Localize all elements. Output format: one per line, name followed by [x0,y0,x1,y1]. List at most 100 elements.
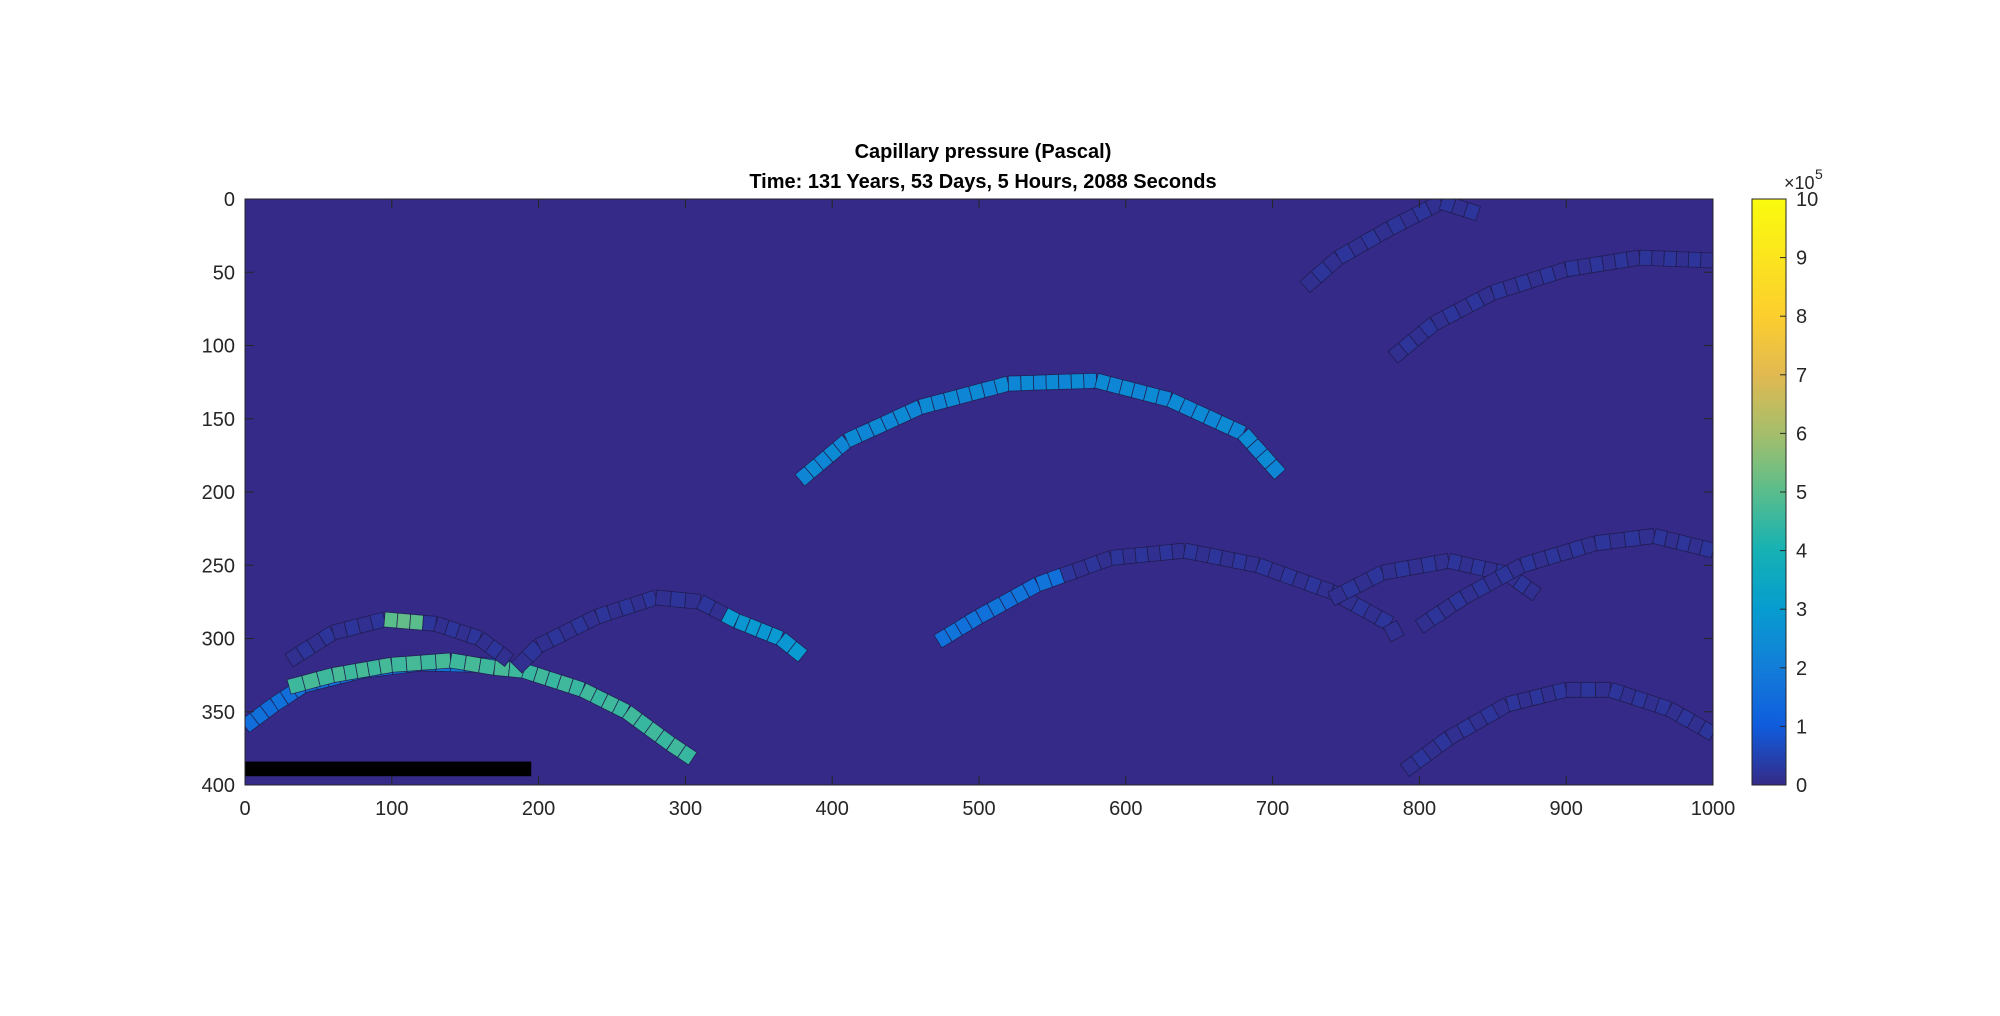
fracture-cell [581,609,602,630]
chart-subtitle: Time: 131 Years, 53 Days, 5 Hours, 2088 … [749,171,1216,193]
fracture-cell [1095,550,1115,570]
fracture-cell [1424,199,1446,216]
fracture-cell [1687,251,1702,268]
fracture-cell [1700,252,1713,269]
x-tick-label: 400 [816,798,849,820]
fracture-cell [1365,565,1387,587]
fracture-cell [1580,681,1596,698]
fracture-cell [1638,249,1653,267]
fracture [1399,681,1713,777]
fracture-cell [993,375,1011,395]
fracture-cell [1020,374,1035,392]
fracture-cell [1146,545,1162,563]
colorbar-tick-label: 1 [1796,716,1807,738]
fracture-cell [396,612,412,630]
fracture-cell [677,744,698,766]
chart-title: Capillary pressure (Pascal) [855,141,1112,163]
fracture-cell [1021,577,1042,598]
fracture-cell [568,678,586,698]
fracture-cell [1697,720,1713,741]
x-tick-label: 200 [522,798,555,820]
fracture-cell [316,667,336,687]
colorbar-tick-label: 4 [1796,541,1807,563]
fracture-cell [1158,543,1174,561]
colorbar-tick-label: 8 [1796,306,1807,328]
fracture-cell [390,655,408,673]
x-axis: 0 100 200 300 400 500 600 700 800 900 1000 [239,199,1735,820]
y-tick-label: 200 [202,482,235,504]
fracture-cell [1565,681,1582,698]
x-tick-label: 700 [1256,798,1289,820]
fracture [286,652,526,695]
fracture [1414,528,1713,634]
fracture-cell [1447,590,1469,612]
fracture-cell [1522,581,1542,602]
fracture-cell [1491,697,1512,719]
y-tick-label: 150 [202,409,235,431]
colorbar-multiplier: ×10 [1784,173,1815,193]
fracture-cell [478,657,497,676]
fracture-cell [259,697,280,719]
fracture [510,589,809,674]
colorbar-tick-label: 3 [1796,599,1807,621]
fracture-cell [463,655,482,674]
fracture-cell [1552,682,1569,701]
fracture-cell [448,652,467,671]
fracture-cell [383,611,399,629]
fracture-cell [1134,546,1150,564]
colorbar-tick-label: 10 [1796,189,1818,211]
fracture-cell [1580,535,1599,555]
fracture-cell [1057,373,1072,390]
x-tick-label: 800 [1403,798,1436,820]
fracture-cell [1122,547,1137,565]
x-tick-label: 900 [1550,798,1583,820]
fracture-cell [641,589,659,609]
y-tick-label: 50 [213,262,235,284]
fracture-cell [1045,373,1060,391]
fracture-cell [1321,251,1345,274]
fracture [1327,553,1542,607]
fracture-cell [786,640,809,663]
y-tick-label: 400 [202,775,235,797]
fracture-cell [421,614,437,632]
well-bar [245,761,532,777]
x-tick-label: 600 [1109,798,1142,820]
fracture-cell [1070,373,1085,390]
fracture-cell [1638,528,1656,546]
fracture [1387,249,1713,364]
fracture-cell [1675,251,1690,268]
fracture-cell [1698,539,1713,559]
x-tick-label: 100 [375,798,408,820]
fracture-cell [1032,374,1047,391]
colorbar-tick-label: 7 [1796,365,1807,387]
fracture-cell [1418,317,1440,339]
fracture-cell [684,592,702,610]
fracture-cell [1625,249,1642,268]
y-tick-label: 300 [202,629,235,651]
fracture-cell [832,434,853,455]
fracture-cell [369,611,387,631]
x-tick-label: 500 [962,798,995,820]
colorbar-exponent: 5 [1815,166,1823,182]
fracture-cell [1109,548,1125,566]
y-tick-label: 250 [202,555,235,577]
fracture-cell [1243,555,1260,574]
fracture-cell [1623,529,1641,548]
fracture [794,372,1287,487]
fracture-cell [1433,553,1451,572]
plot-area [244,198,1714,786]
fracture [1299,199,1481,294]
fracture-cell [494,646,515,668]
x-tick-label: 0 [239,798,250,820]
fracture-cell [669,591,687,609]
fracture-cell [1594,533,1612,552]
fracture-cell [378,657,394,675]
fracture [521,663,698,766]
fracture-cell [1463,202,1481,222]
fracture-cell [1595,681,1611,698]
fracture-cell [654,589,672,607]
y-tick-label: 100 [202,336,235,358]
fracture-cell [1382,619,1405,643]
fracture-cell [1663,250,1678,268]
x-tick-label: 300 [669,798,702,820]
